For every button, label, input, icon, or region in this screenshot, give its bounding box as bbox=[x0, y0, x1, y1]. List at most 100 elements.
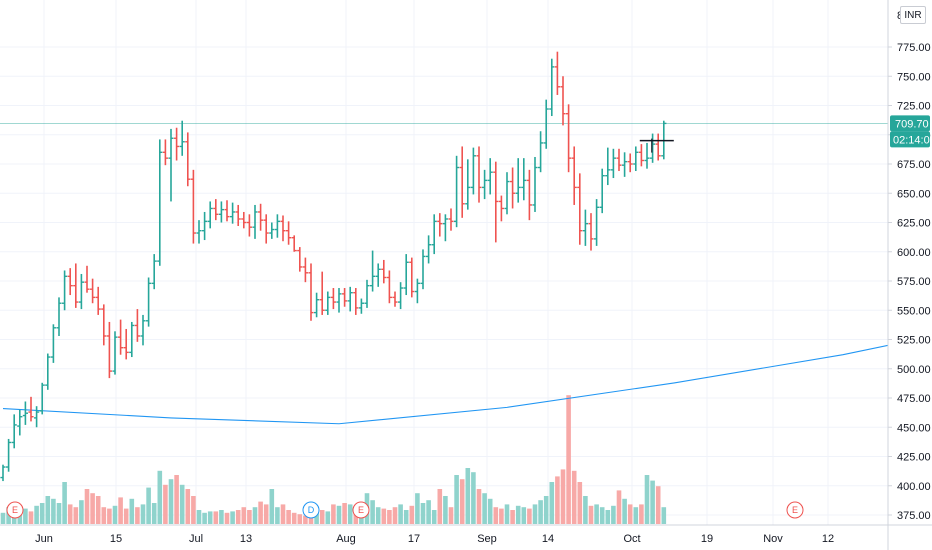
ohlc-bar bbox=[543, 99, 549, 149]
price-tick-label: 600.00 bbox=[897, 247, 931, 259]
volume-bar bbox=[0, 512, 6, 524]
ohlc-bar bbox=[224, 200, 230, 222]
time-tick-label: Aug bbox=[336, 533, 356, 545]
time-tick-label: Jul bbox=[189, 533, 203, 545]
ohlc-bar bbox=[560, 76, 566, 126]
earnings-badge: E bbox=[352, 501, 370, 519]
volume-bar bbox=[101, 507, 107, 524]
ohlc-bar bbox=[269, 222, 275, 239]
volume-bar bbox=[594, 504, 599, 524]
ohlc-bar bbox=[162, 139, 168, 166]
volume-bar bbox=[622, 498, 627, 524]
volume-bar bbox=[616, 490, 622, 524]
ohlc-bar bbox=[302, 257, 308, 283]
volume-bar bbox=[123, 508, 129, 524]
ohlc-bar bbox=[392, 291, 398, 307]
volume-bar bbox=[532, 504, 538, 524]
price-tick-label: 650.00 bbox=[897, 188, 931, 200]
ohlc-bar bbox=[84, 265, 90, 293]
ohlc-bar bbox=[549, 58, 555, 117]
volume-bar bbox=[286, 510, 291, 524]
volume-bar bbox=[650, 480, 655, 524]
volume-bar bbox=[571, 470, 577, 524]
volume-bar bbox=[644, 475, 650, 524]
volume-bar bbox=[241, 507, 247, 524]
ohlc-bar bbox=[588, 213, 594, 251]
volume-bar bbox=[6, 507, 11, 524]
ohlc-bar bbox=[504, 172, 510, 215]
ohlc-bar bbox=[476, 146, 482, 203]
volume-bar bbox=[17, 511, 23, 524]
volume-bar bbox=[504, 504, 510, 524]
volume-bar bbox=[588, 505, 594, 524]
badge-circle bbox=[786, 501, 804, 519]
volume-bar bbox=[135, 507, 140, 524]
volume-bar bbox=[269, 489, 275, 524]
price-tick-label: 425.00 bbox=[897, 452, 931, 464]
ohlc-bar bbox=[218, 201, 224, 223]
ohlc-bar bbox=[252, 204, 258, 239]
volume-bar bbox=[28, 511, 34, 524]
ohlc-bar bbox=[140, 314, 146, 346]
ohlc-bar bbox=[459, 146, 465, 218]
volume-bar bbox=[398, 504, 403, 524]
volume-bar bbox=[179, 484, 185, 524]
ohlc-bar bbox=[594, 199, 600, 246]
volume-bar bbox=[303, 515, 308, 524]
volume-bar bbox=[39, 503, 45, 524]
ohlc-bar bbox=[554, 51, 560, 95]
grid bbox=[0, 0, 888, 525]
volume-bar bbox=[499, 508, 504, 524]
volume-bar bbox=[213, 511, 219, 524]
ohlc-bar bbox=[386, 270, 392, 304]
ohlc-bar bbox=[403, 254, 409, 296]
volume-bar bbox=[415, 493, 420, 524]
volume-bar bbox=[599, 507, 605, 524]
volume-bar bbox=[118, 497, 123, 524]
currency-label[interactable]: INR bbox=[900, 6, 926, 24]
ohlc-bar bbox=[0, 464, 6, 482]
ohlc-bar bbox=[633, 146, 639, 172]
ohlc-bar bbox=[610, 148, 616, 179]
ohlc-bar bbox=[515, 158, 521, 203]
earnings-badge: E bbox=[6, 501, 24, 519]
ohlc-bar bbox=[134, 309, 140, 342]
volume-bar bbox=[112, 505, 118, 524]
badge-circle bbox=[6, 501, 24, 519]
ohlc-bar bbox=[358, 298, 364, 314]
volume-bar bbox=[521, 507, 527, 524]
volume-bar bbox=[67, 504, 73, 524]
ohlc-bar bbox=[28, 396, 34, 422]
volume-bar bbox=[476, 489, 482, 524]
ohlc-bar bbox=[112, 331, 118, 375]
volume-bar bbox=[336, 505, 342, 524]
price-tick-label: 550.00 bbox=[897, 305, 931, 317]
ohlc-bar bbox=[230, 202, 236, 224]
volume-bar bbox=[577, 482, 583, 524]
volume-bar bbox=[549, 482, 555, 524]
volume-bar bbox=[655, 486, 661, 524]
volume-bar bbox=[443, 496, 448, 524]
volume-bar bbox=[258, 501, 263, 524]
ohlc-bar bbox=[521, 158, 527, 201]
ohlc-bar bbox=[280, 215, 286, 242]
ohlc-bar bbox=[129, 321, 135, 358]
price-tick-label: 775.00 bbox=[897, 42, 931, 54]
ohlc-bar bbox=[17, 409, 23, 436]
ohlc-bar bbox=[286, 221, 292, 245]
ohlc-bar bbox=[67, 268, 73, 296]
ohlc-bar bbox=[577, 173, 583, 245]
ohlc-bar bbox=[330, 288, 336, 310]
ohlc-bar bbox=[638, 144, 644, 167]
ohlc-bar bbox=[370, 250, 376, 292]
volume-bar bbox=[566, 395, 571, 524]
volume-bar bbox=[56, 503, 62, 524]
volume-bar bbox=[426, 500, 431, 524]
volume-bar bbox=[163, 484, 168, 524]
volume-bar bbox=[263, 504, 269, 524]
ohlc-bar bbox=[34, 406, 40, 428]
ohlc-bar bbox=[151, 254, 157, 290]
ohlc-bar bbox=[190, 169, 196, 244]
time-tick-label: 17 bbox=[408, 533, 420, 545]
